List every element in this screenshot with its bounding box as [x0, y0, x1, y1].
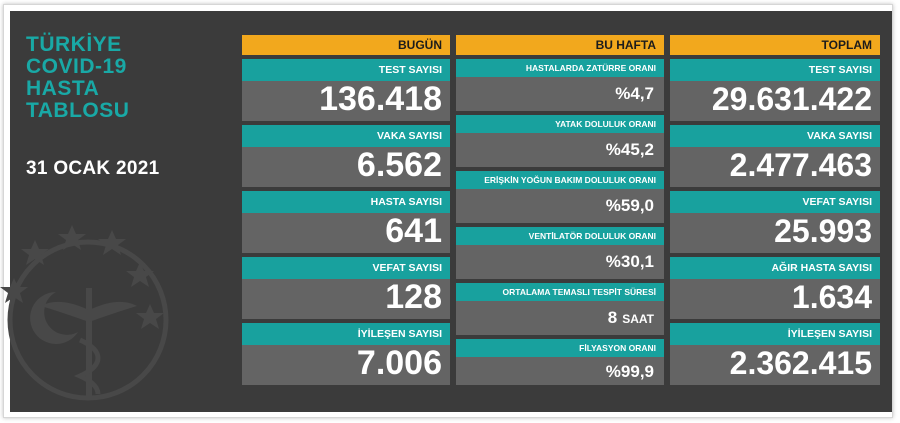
- total-severe-value: 1.634: [670, 279, 880, 319]
- total-recovered-card: İYİLEŞEN SAYISI 2.362.415: [670, 323, 880, 385]
- total-case-value: 2.477.463: [670, 147, 880, 187]
- today-patient-label: HASTA SAYISI: [242, 191, 450, 213]
- total-case-card: VAKA SAYISI 2.477.463: [670, 125, 880, 187]
- today-test-value: 136.418: [242, 81, 450, 121]
- week-pneumonia-value: %4,7: [456, 77, 664, 111]
- week-ventilator-card: VENTİLATÖR DOLULUK ORANI %30,1: [456, 227, 664, 279]
- total-death-card: VEFAT SAYISI 25.993: [670, 191, 880, 253]
- total-test-value: 29.631.422: [670, 81, 880, 121]
- total-death-value: 25.993: [670, 213, 880, 253]
- week-bed-value: %45,2: [456, 133, 664, 167]
- week-bed-label: YATAK DOLULUK ORANI: [456, 115, 664, 133]
- today-case-value: 6.562: [242, 147, 450, 187]
- week-header: BU HAFTA: [456, 35, 664, 55]
- total-test-card: TEST SAYISI 29.631.422: [670, 59, 880, 121]
- week-contact-label: ORTALAMA TEMASLI TESPİT SÜRESİ: [456, 283, 664, 301]
- today-recovered-label: İYİLEŞEN SAYISI: [242, 323, 450, 345]
- week-contact-card: ORTALAMA TEMASLI TESPİT SÜRESİ 8 SAAT: [456, 283, 664, 335]
- week-filiation-value: %99,9: [456, 357, 664, 385]
- week-bed-card: YATAK DOLULUK ORANI %45,2: [456, 115, 664, 167]
- total-test-label: TEST SAYISI: [670, 59, 880, 81]
- total-death-label: VEFAT SAYISI: [670, 191, 880, 213]
- today-recovered-value: 7.006: [242, 345, 450, 385]
- week-icu-value: %59,0: [456, 189, 664, 223]
- week-ventilator-value: %30,1: [456, 245, 664, 279]
- today-case-card: VAKA SAYISI 6.562: [242, 125, 450, 187]
- week-contact-value: 8 SAAT: [456, 301, 664, 335]
- total-recovered-label: İYİLEŞEN SAYISI: [670, 323, 880, 345]
- today-test-label: TEST SAYISI: [242, 59, 450, 81]
- total-recovered-value: 2.362.415: [670, 345, 880, 385]
- title-line-2: COVID-19: [26, 55, 127, 78]
- total-severe-label: AĞIR HASTA SAYISI: [670, 257, 880, 279]
- today-test-card: TEST SAYISI 136.418: [242, 59, 450, 121]
- today-case-label: VAKA SAYISI: [242, 125, 450, 147]
- today-header: BUGÜN: [242, 35, 450, 55]
- title-line-1: TÜRKİYE: [26, 33, 122, 56]
- total-case-label: VAKA SAYISI: [670, 125, 880, 147]
- week-ventilator-label: VENTİLATÖR DOLULUK ORANI: [456, 227, 664, 245]
- today-patient-card: HASTA SAYISI 641: [242, 191, 450, 253]
- week-contact-unit: SAAT: [622, 312, 654, 326]
- week-filiation-label: FİLYASYON ORANI: [456, 339, 664, 357]
- page-title: TÜRKİYE COVID-19 HASTA TABLOSU: [26, 34, 129, 122]
- week-filiation-card: FİLYASYON ORANI %99,9: [456, 339, 664, 385]
- today-death-label: VEFAT SAYISI: [242, 257, 450, 279]
- title-line-3: HASTA: [26, 77, 100, 100]
- week-icu-label: ERİŞKİN YOĞUN BAKIM DOLULUK ORANI: [456, 171, 664, 189]
- report-date: 31 OCAK 2021: [26, 158, 160, 179]
- today-patient-value: 641: [242, 213, 450, 253]
- total-severe-card: AĞIR HASTA SAYISI 1.634: [670, 257, 880, 319]
- ministry-logo-watermark: [0, 225, 169, 401]
- today-recovered-card: İYİLEŞEN SAYISI 7.006: [242, 323, 450, 385]
- today-death-value: 128: [242, 279, 450, 319]
- week-icu-card: ERİŞKİN YOĞUN BAKIM DOLULUK ORANI %59,0: [456, 171, 664, 223]
- week-pneumonia-card: HASTALARDA ZATÜRRE ORANI %4,7: [456, 59, 664, 111]
- today-death-card: VEFAT SAYISI 128: [242, 257, 450, 319]
- week-pneumonia-label: HASTALARDA ZATÜRRE ORANI: [456, 59, 664, 77]
- title-line-4: TABLOSU: [26, 99, 130, 122]
- total-header: TOPLAM: [670, 35, 880, 55]
